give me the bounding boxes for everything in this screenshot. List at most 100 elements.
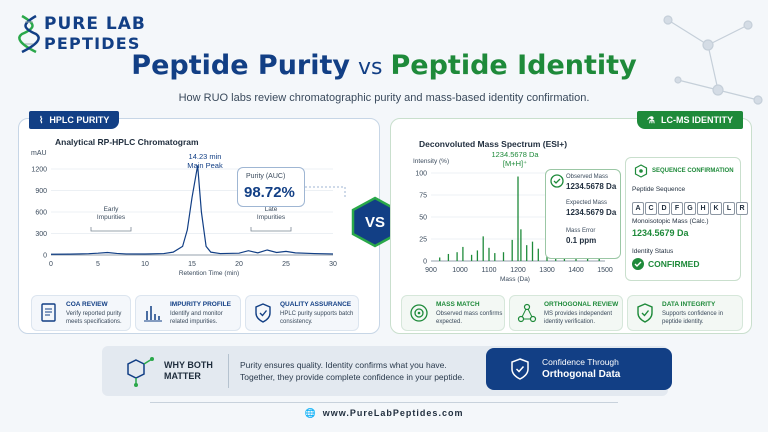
title-vs: vs [358,55,383,80]
amino-acid: H [697,202,709,215]
ms-x-tick: 1200 [510,267,526,274]
ms-x-tick: 1300 [539,267,555,274]
ms-x-tick: 900 [425,267,437,274]
why-text-1: Purity ensures quality. Identity confirm… [240,360,447,370]
ms-x-tick: 1400 [568,267,584,274]
sequence-title: SEQUENCE CONFIRMATION [652,168,734,174]
footer-url-text[interactable]: www.PureLabPeptides.com [322,408,464,418]
hplc-y-tick: 300 [35,231,47,238]
hplc-tag: ⌇ HPLC PURITY [29,111,120,129]
ms-peak-label: 1234.5678 Da [491,150,539,159]
identity-status-value: CONFIRMED [648,259,700,269]
why-title-2: MATTER [164,371,201,381]
molecule-decoration-icon [663,15,763,105]
quality-assurance-card: QUALITY ASSURANCE HPLC purity supports b… [245,295,359,331]
observed-mass-label: Observed Mass [566,174,609,180]
hplc-x-tick: 15 [188,261,196,268]
mass-match-desc: Observed mass confirms expected. [436,311,503,325]
early-impurities-label: Early [104,206,120,213]
impurity-profile-card: IMPURITY PROFILE Identify and monitor re… [135,295,241,331]
ms-y-tick: 50 [419,215,427,222]
amino-acid: R [736,202,748,215]
bars-icon [144,306,162,322]
globe-icon: 🌐 [304,408,317,418]
lcms-panel: ⚗ LC-MS IDENTITY Deconvoluted Mass Spectr… [390,111,752,334]
sequence-confirmation-box: SEQUENCE CONFIRMATION Peptide Sequence A… [625,157,748,281]
ms-y-tick: 100 [415,171,427,178]
hplc-x-tick: 5 [96,261,100,268]
vs-badge: VS [351,196,399,248]
hplc-y-unit: mAU [31,150,47,157]
amino-acid: G [684,202,696,215]
ms-y-tick: 75 [419,193,427,200]
quality-assurance-desc: HPLC purity supports batch consistency. [280,311,354,325]
expected-mass-label: Expected Mass [566,200,608,206]
brand-logo[interactable]: PURE LAB PEPTIDES [18,12,158,58]
ms-x-tick: 1500 [597,267,613,274]
late-impurities-label: Late [265,206,278,213]
page-title: Peptide Purity vs Peptide Identity [0,50,768,81]
early-impurities-label-2: Impurities [97,214,126,221]
ms-x-label: Mass (Da) [500,276,530,283]
hplc-x-label: Retention Time (min) [179,270,239,277]
identity-status-label: Identity Status [632,248,674,255]
peptide-sequence-label: Peptide Sequence [632,186,686,193]
orthogonal-review-card: ORTHOGONAL REVIEW MS provides independen… [509,295,623,331]
amino-acid: K [710,202,722,215]
shield-check-icon [255,303,271,323]
hplc-y-tick: 0 [43,253,47,260]
ms-y-tick: 25 [419,237,427,244]
logo-line-1: PURE LAB [44,14,146,34]
hplc-trace [50,165,334,255]
network-icon [517,303,537,323]
coa-review-title: COA REVIEW [66,301,108,308]
cta-line-2: Orthogonal Data [542,369,621,380]
vs-text: VS [365,214,385,231]
mass-error-label: Mass Error [566,228,596,234]
lcms-chart-title: Deconvoluted Mass Spectrum (ESI+) [419,139,568,149]
orthogonal-review-title: ORTHOGONAL REVIEW [544,301,619,308]
purity-value: 98.72% [244,184,295,201]
ms-peak-label-2: [M+H]⁺ [503,159,527,168]
chart-icon: ⌇ [39,115,44,125]
hplc-chart: mAU 0 300 600 900 1200 0 5 10 15 20 25 30 14.23 min… [31,150,346,277]
document-icon [41,303,56,322]
confirmed-check-icon [632,258,644,270]
dna-helix-icon [18,14,40,54]
late-impurities-label-2: Impurities [257,214,286,221]
footer-url[interactable]: 🌐 www.PureLabPeptides.com [0,408,768,419]
ms-x-tick: 1000 [452,267,468,274]
molecule-structure-icon [127,357,154,387]
check-circle-icon [550,174,564,188]
hplc-x-tick: 30 [329,261,337,268]
target-icon [410,304,428,322]
cta-line-1: Confidence Through [542,357,619,367]
purity-label: Purity (AUC) [246,173,286,180]
quality-assurance-title: QUALITY ASSURANCE [280,301,352,308]
hplc-y-tick: 1200 [31,167,47,174]
orthogonal-review-desc: MS provides independent identity verific… [544,311,613,325]
expected-mass-value: 1234.5679 Da [566,208,617,217]
flask-icon: ⚗ [646,115,655,125]
mass-error-value: 0.1 ppm [566,236,597,245]
coa-review-desc: Verify reported purity meets specificati… [66,311,122,325]
hplc-y-tick: 600 [35,210,47,217]
main-peak-label-2: Main Peak [187,161,223,170]
why-text-2: Together, they provide complete confiden… [240,372,465,382]
coa-review-card: COA REVIEW Verify reported purity meets … [31,295,131,331]
orthogonal-data-callout: Confidence Through Orthogonal Data [486,348,672,390]
mono-mass-label: Monoisotopic Mass (Calc.) [632,218,709,225]
mono-mass-value: 1234.5679 Da [632,228,689,238]
hplc-x-tick: 25 [282,261,290,268]
data-integrity-card: DATA INTEGRITY Supports confidence in pe… [627,295,743,331]
shield-check-icon [637,303,653,323]
amino-acid: A [632,202,644,215]
lcms-tag: ⚗ LC-MS IDENTITY [636,111,743,129]
hplc-x-tick: 10 [141,261,149,268]
ms-x-tick: 1100 [481,267,496,274]
mass-match-title: MASS MATCH [436,301,480,308]
molecule-icon [634,164,648,178]
why-title-1: WHY BOTH [164,360,213,370]
impurity-profile-desc: Identify and monitor related impurities. [170,311,223,325]
